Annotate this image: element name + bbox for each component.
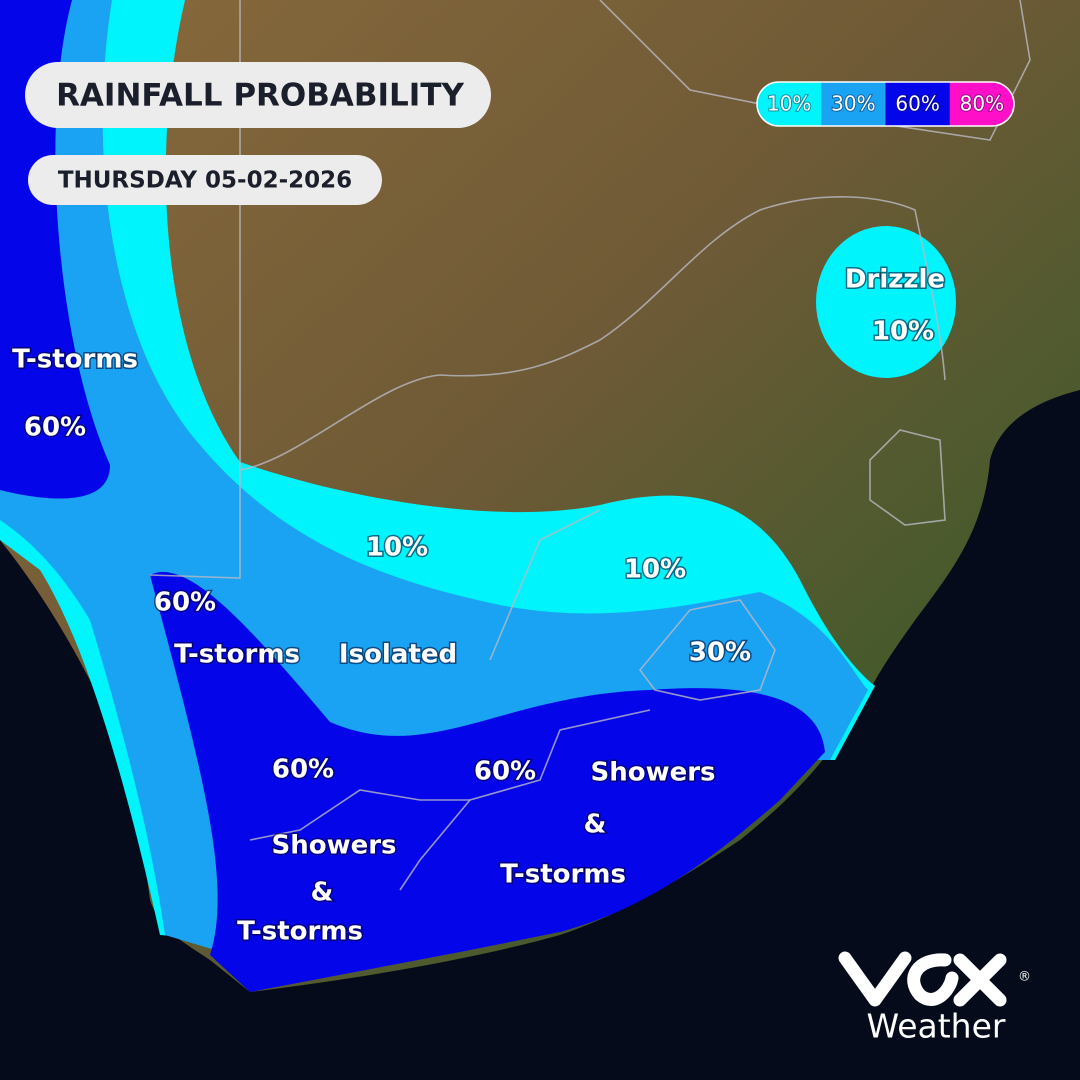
legend-label: 10%	[767, 92, 811, 116]
map-label: T-storms	[174, 640, 300, 670]
legend-swatch	[821, 82, 886, 126]
legend-swatch	[757, 82, 822, 126]
legend-outline	[756, 81, 1015, 127]
zone-10	[816, 226, 956, 378]
map-label: 10%	[366, 533, 428, 563]
map-label: 30%	[689, 638, 751, 668]
logo	[838, 951, 1007, 1007]
map-label: 60%	[24, 413, 86, 443]
legend: 10% 30% 60% 80%	[757, 82, 1014, 126]
map-label: 60%	[474, 757, 536, 787]
map-label: 10%	[872, 317, 934, 347]
legend-label: 30%	[831, 92, 875, 116]
map-label: Isolated	[339, 640, 457, 670]
date: THURSDAY 05-02-2026	[58, 168, 352, 194]
logo-wordmark: Weather	[867, 1007, 1006, 1046]
map-label: Showers	[590, 758, 715, 788]
legend-label: 60%	[895, 92, 939, 116]
borders	[149, 0, 1031, 891]
zone-60	[150, 572, 825, 992]
map-label: 60%	[154, 588, 216, 618]
map-label: T-storms	[12, 345, 138, 375]
title: RAINFALL PROBABILITY	[56, 78, 464, 114]
map-label: 60%	[272, 755, 334, 785]
registered-mark: ®	[1018, 970, 1031, 985]
map-label: &	[584, 810, 607, 840]
map-label: T-storms	[237, 917, 363, 947]
title-pill	[25, 62, 491, 128]
zone-60	[0, 0, 110, 499]
map-label: Showers	[271, 831, 396, 861]
legend-label: 80%	[960, 92, 1004, 116]
map-label: 10%	[624, 555, 686, 585]
date-pill	[28, 155, 382, 205]
map-label: Drizzle	[845, 265, 945, 295]
map-label: &	[311, 878, 334, 908]
legend-swatch	[885, 82, 951, 126]
map-label: T-storms	[500, 860, 626, 890]
legend-swatch	[949, 82, 1014, 126]
